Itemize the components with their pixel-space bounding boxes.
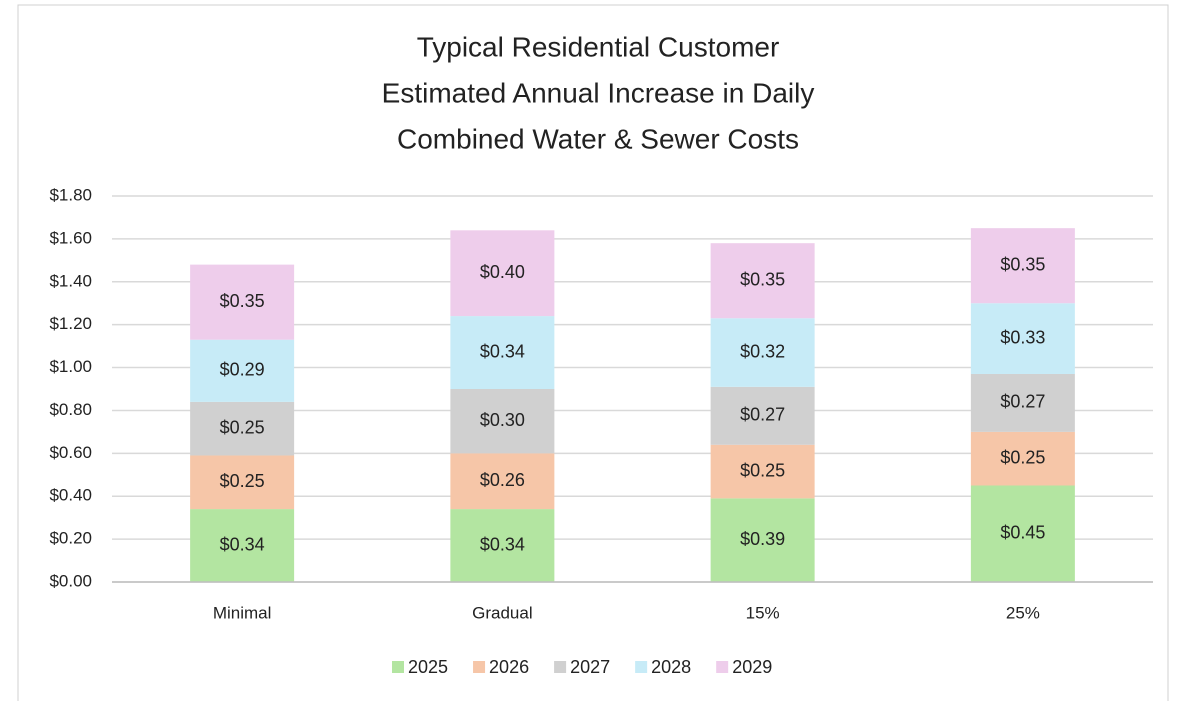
chart-title: Typical Residential Customer <box>417 31 780 62</box>
y-tick-label: $0.60 <box>49 443 92 462</box>
data-label: $0.25 <box>740 460 785 480</box>
bar-segment <box>450 453 555 510</box>
legend-swatch <box>716 661 729 673</box>
bar-segment <box>710 386 815 445</box>
bar-segment <box>710 318 815 387</box>
data-label: $0.33 <box>1000 327 1045 347</box>
data-label: $0.34 <box>480 341 525 361</box>
bar-segment <box>450 316 555 389</box>
legend-label: 2029 <box>732 657 772 677</box>
bar-segment <box>970 228 1075 304</box>
bar-segment <box>970 485 1075 582</box>
bar-segment <box>190 455 295 510</box>
data-label: $0.35 <box>740 269 785 289</box>
bar-segment <box>190 264 295 340</box>
data-label: $0.30 <box>480 410 525 430</box>
bar-segment <box>710 444 815 499</box>
data-label: $0.35 <box>220 291 265 311</box>
bar-segment <box>970 373 1075 432</box>
data-label: $0.32 <box>740 341 785 361</box>
bar-segment <box>190 509 295 582</box>
chart-title: Estimated Annual Increase in Daily <box>382 77 815 108</box>
y-tick-label: $0.20 <box>49 529 92 548</box>
data-label: $0.25 <box>220 471 265 491</box>
bar-segment <box>450 389 555 454</box>
bar-segment <box>710 498 815 582</box>
bar-segment <box>970 303 1075 374</box>
x-tick-label: 15% <box>746 603 780 622</box>
y-tick-label: $0.00 <box>49 571 92 590</box>
y-tick-label: $1.00 <box>49 357 92 376</box>
data-label: $0.26 <box>480 470 525 490</box>
legend-swatch <box>392 661 404 673</box>
legend-label: 2026 <box>489 657 529 677</box>
data-label: $0.39 <box>740 529 785 549</box>
data-label: $0.34 <box>220 534 265 554</box>
bar-segment <box>970 431 1075 486</box>
y-tick-label: $0.80 <box>49 400 92 419</box>
y-tick-label: $1.40 <box>49 271 92 290</box>
y-tick-label: $1.80 <box>49 185 92 204</box>
legend-label: 2027 <box>570 657 610 677</box>
x-tick-label: 25% <box>1006 603 1040 622</box>
data-label: $0.29 <box>220 360 265 380</box>
legend-swatch <box>554 661 567 673</box>
bar-segment <box>450 230 555 317</box>
data-label: $0.45 <box>1000 523 1045 543</box>
bar-segment <box>450 509 555 582</box>
data-label: $0.25 <box>1000 447 1045 467</box>
data-label: $0.35 <box>1000 254 1045 274</box>
data-label: $0.40 <box>480 262 525 282</box>
bar-segment <box>710 243 815 319</box>
data-label: $0.34 <box>480 534 525 554</box>
data-label: $0.27 <box>1000 392 1045 412</box>
legend-swatch <box>473 661 486 673</box>
legend-label: 2028 <box>651 657 691 677</box>
bar-segment <box>190 401 295 456</box>
data-label: $0.27 <box>740 405 785 425</box>
y-tick-label: $1.60 <box>49 228 92 247</box>
y-tick-label: $1.20 <box>49 314 92 333</box>
x-tick-label: Gradual <box>472 603 532 622</box>
legend-label: 2025 <box>408 657 448 677</box>
bar-segment <box>190 339 295 402</box>
chart-title: Combined Water & Sewer Costs <box>397 123 799 154</box>
legend-swatch <box>635 661 648 673</box>
data-label: $0.25 <box>220 417 265 437</box>
y-tick-label: $0.40 <box>49 486 92 505</box>
x-tick-label: Minimal <box>213 603 272 622</box>
